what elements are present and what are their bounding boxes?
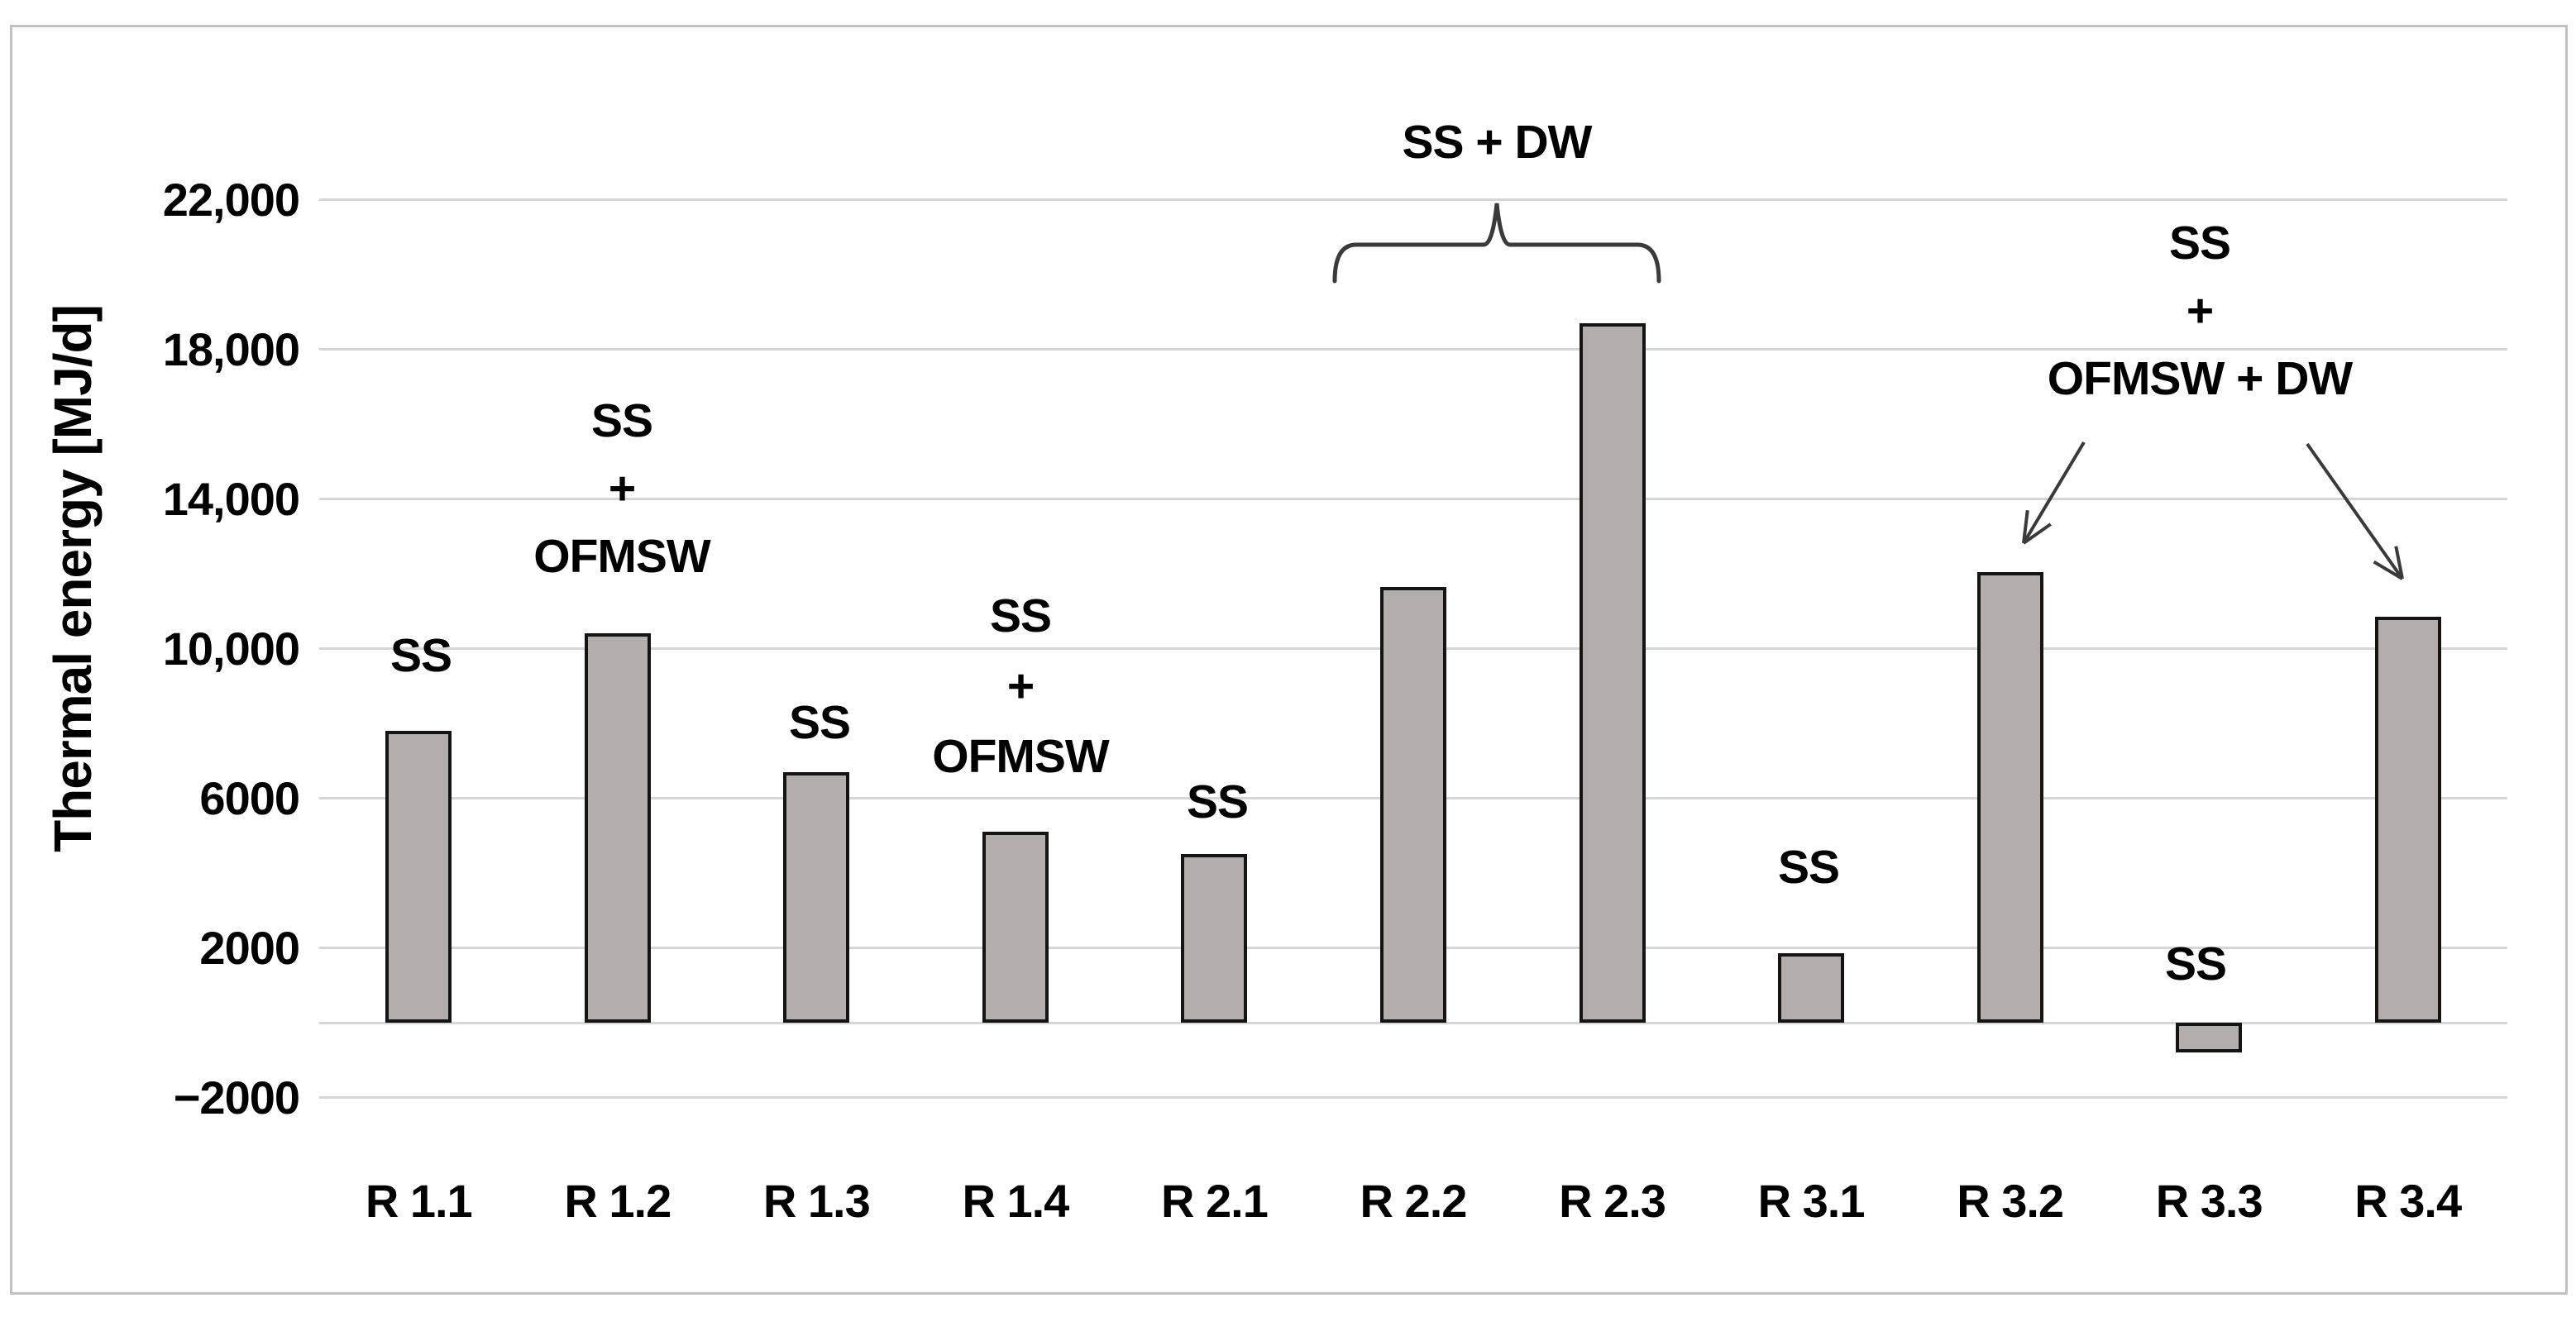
- x-tick-label: R 1.1: [365, 1175, 473, 1227]
- annotation-line: +: [2186, 284, 2214, 337]
- zero-axis-line: [319, 1021, 2507, 1024]
- bar-R-1.2: [584, 633, 651, 1023]
- bar-R-1.3: [783, 771, 850, 1023]
- x-tick-label: R 2.3: [1559, 1175, 1666, 1227]
- annotation-line: SS: [989, 589, 1052, 642]
- annotation-line: OFMSW + DW: [2047, 352, 2353, 405]
- feed-annotation: SS: [1478, 833, 2139, 901]
- annotation-line: +: [1006, 660, 1035, 713]
- bar-R-2.3: [1579, 322, 1646, 1023]
- x-tick-label: R 3.3: [2155, 1175, 2263, 1227]
- y-tick-label: 14,000: [162, 472, 300, 525]
- x-tick-label: R 3.2: [1957, 1175, 2064, 1227]
- feed-annotation: SS + OFMSW: [690, 581, 1351, 792]
- y-tick-label: −2000: [173, 1071, 300, 1124]
- x-tick-label: R 1.4: [962, 1175, 1069, 1227]
- annotation-line: OFMSW: [932, 730, 1109, 783]
- y-tick-label: 18,000: [162, 322, 300, 375]
- x-tick-label: R 2.2: [1360, 1175, 1468, 1227]
- annotation-line: SS: [590, 394, 653, 447]
- x-tick-label: R 3.4: [2354, 1175, 2462, 1227]
- feed-annotation: SS: [1865, 930, 2526, 998]
- feed-annotation: SS + DW: [1166, 108, 1828, 176]
- feed-annotation: SS: [887, 768, 1548, 836]
- bar-R-3.3: [2176, 1023, 2243, 1053]
- gridline: [319, 498, 2507, 500]
- bar-R-1.4: [982, 832, 1049, 1023]
- y-tick-label: 2000: [199, 921, 300, 974]
- annotation-line: SS: [390, 629, 452, 682]
- bar-R-3.4: [2374, 617, 2441, 1023]
- x-tick-label: R 2.1: [1161, 1175, 1269, 1227]
- annotation-line: SS: [2164, 938, 2227, 990]
- bar-R-2.2: [1380, 586, 1446, 1023]
- feed-annotation: SS + OFMSW: [291, 387, 953, 590]
- bar-R-1.1: [385, 731, 452, 1023]
- annotation-line: SS: [788, 696, 851, 749]
- feed-annotation: SS: [90, 622, 752, 690]
- y-tick-label: 6000: [199, 771, 300, 824]
- annotation-line: SS: [2168, 217, 2231, 270]
- annotation-line: SS: [1186, 775, 1249, 828]
- annotation-line: OFMSW: [533, 530, 710, 583]
- annotation-line: SS + DW: [1402, 116, 1593, 169]
- annotation-line: SS: [1777, 841, 1840, 894]
- x-tick-label: R 1.3: [762, 1175, 871, 1227]
- gridline: [319, 198, 2507, 201]
- feed-annotation: SS + OFMSW + DW: [1869, 209, 2531, 413]
- figure-frame: [10, 25, 2568, 1295]
- y-tick-label: 10,000: [162, 622, 300, 675]
- feed-annotation: SS: [489, 689, 1150, 756]
- bar-R-3.2: [1976, 571, 2043, 1023]
- bar-R-2.1: [1181, 854, 1248, 1023]
- y-tick-label: 22,000: [162, 173, 300, 226]
- gridline: [319, 1096, 2507, 1099]
- bar-R-3.1: [1778, 953, 1845, 1023]
- x-tick-label: R 1.2: [564, 1175, 671, 1227]
- annotation-line: +: [608, 462, 636, 515]
- gridline: [319, 348, 2507, 351]
- x-tick-label: R 3.1: [1757, 1175, 1866, 1227]
